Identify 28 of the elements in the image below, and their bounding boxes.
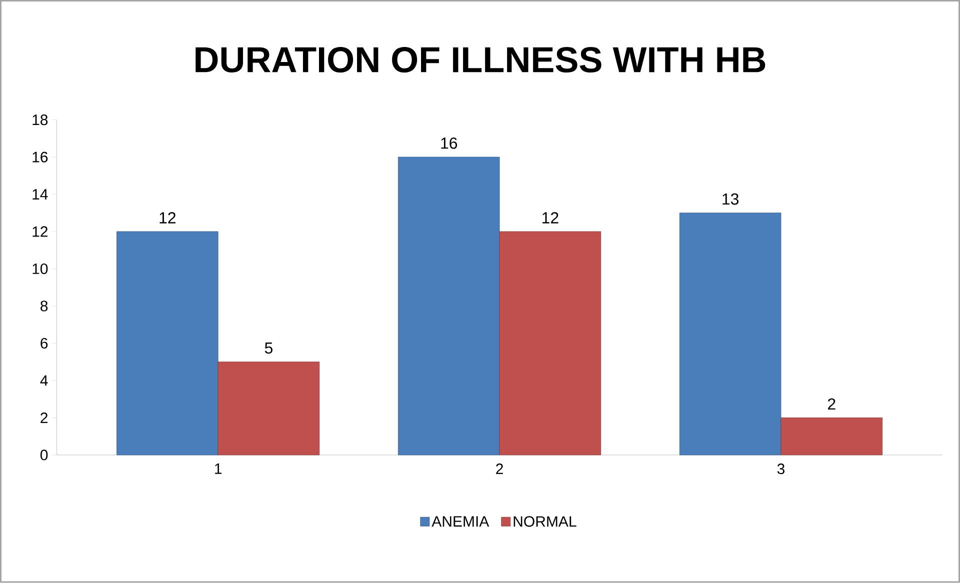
data-label: 12 [542, 212, 558, 224]
y-tick-label: 12 [32, 226, 48, 237]
bar [679, 212, 782, 456]
y-tick-label: 6 [40, 338, 48, 349]
bar [116, 231, 218, 456]
y-tick-label: 18 [32, 114, 48, 126]
data-label: 16 [441, 138, 458, 149]
y-tick-label: 10 [32, 264, 48, 274]
data-label: 12 [160, 212, 176, 224]
bar [218, 362, 320, 456]
y-tick-label: 2 [40, 412, 48, 424]
y-tick-label: 0 [40, 450, 48, 460]
y-tick-label: 14 [32, 189, 48, 200]
data-label: 13 [722, 193, 738, 205]
y-tick-label: 4 [40, 375, 48, 386]
y-tick-label: 16 [32, 152, 48, 162]
chart-title: DURATION OF ILLNESS WITH HB [196, 47, 766, 73]
x-tick-label: 1 [215, 464, 222, 474]
x-tick-label: 2 [496, 464, 503, 474]
y-tick-label: 8 [40, 300, 48, 312]
bar [398, 156, 500, 456]
legend-label: NORMAL [514, 516, 576, 527]
legend-label: ANEMIA [432, 516, 490, 527]
bar [499, 231, 602, 456]
bar [780, 418, 882, 456]
x-tick-label: 3 [777, 464, 784, 474]
data-label: 5 [264, 342, 272, 354]
data-label: 2 [828, 398, 836, 410]
